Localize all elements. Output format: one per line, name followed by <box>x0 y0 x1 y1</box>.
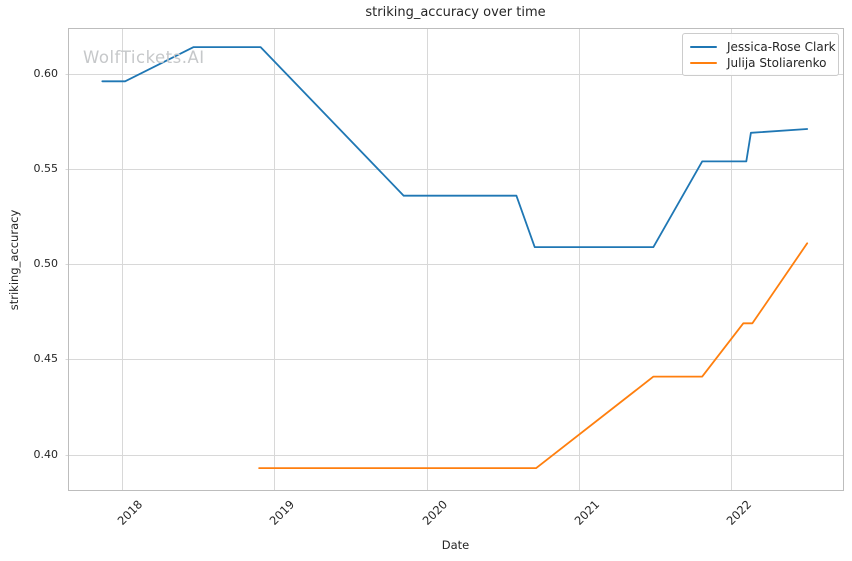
series-line-julija-stoliarenko <box>258 242 809 470</box>
legend-label: Julija Stoliarenko <box>727 55 827 70</box>
series-line-jessica-rose-clark <box>101 46 809 249</box>
legend-line-swatch <box>690 45 717 48</box>
legend-line-swatch <box>690 61 717 64</box>
legend-label: Jessica-Rose Clark <box>727 39 836 54</box>
y-tick-label: 0.60 <box>33 66 59 80</box>
y-tick-label: 0.50 <box>33 257 59 271</box>
legend-item: Julija Stoliarenko <box>690 55 830 70</box>
y-tick-label: 0.40 <box>33 447 59 461</box>
y-tick-label: 0.45 <box>33 352 59 366</box>
y-tick-label: 0.55 <box>33 161 59 175</box>
watermark: WolfTickets.AI <box>83 48 205 67</box>
axes-spines <box>68 28 844 491</box>
legend: Jessica-Rose Clark Julija Stoliarenko <box>682 33 839 76</box>
x-axis-label: Date <box>441 538 470 552</box>
legend-item: Jessica-Rose Clark <box>690 39 836 54</box>
chart-title: striking_accuracy over time <box>365 5 546 20</box>
